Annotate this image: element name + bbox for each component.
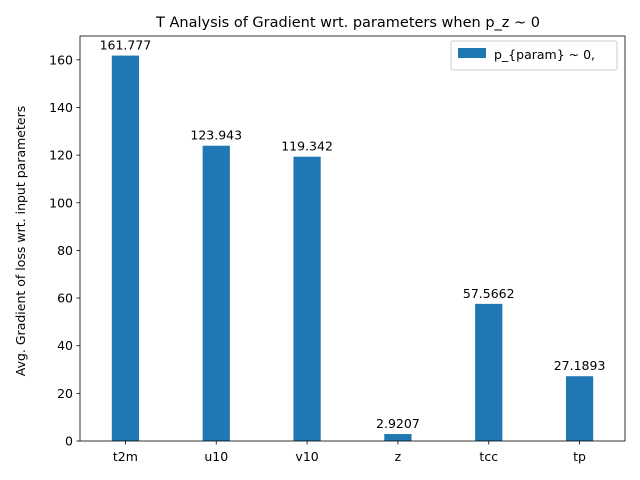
data-label-z: 2.9207: [376, 416, 420, 431]
legend: p_{param} ~ 0,: [450, 40, 618, 71]
bar-tcc: [475, 303, 503, 441]
x-tick-label-v10: v10: [295, 449, 318, 464]
legend-swatch: [458, 48, 486, 58]
x-tick-label-z: z: [395, 449, 402, 464]
y-tick-label: 40: [57, 338, 73, 353]
data-label-tcc: 57.5662: [463, 286, 515, 301]
data-label-v10: 119.342: [281, 139, 333, 154]
data-label-tp: 27.1893: [554, 358, 606, 373]
bar-t2m: [111, 55, 140, 441]
x-tick-label-tcc: tcc: [479, 449, 498, 464]
data-label-t2m: 161.777: [100, 38, 152, 53]
bar-u10: [202, 145, 230, 441]
bar-v10: [293, 156, 321, 441]
x-tick-label-tp: tp: [573, 449, 586, 464]
legend-label: p_{param} ~ 0,: [494, 47, 595, 62]
x-tick-label-u10: u10: [204, 449, 228, 464]
bar-tp: [565, 376, 594, 441]
y-tick-label: 140: [49, 100, 73, 115]
y-tick-label: 160: [49, 52, 73, 67]
y-tick-label: 60: [57, 291, 73, 306]
y-tick-label: 80: [57, 243, 73, 258]
legend-frame: [450, 40, 618, 71]
y-axis-label: Avg. Gradient of loss wrt. input paramet…: [13, 106, 28, 376]
data-label-u10: 123.943: [190, 128, 242, 143]
y-tick-label: 20: [57, 386, 73, 401]
axes-frame: [79, 35, 626, 442]
y-tick-label: 0: [65, 434, 73, 449]
y-tick-label: 120: [49, 148, 73, 163]
y-tick-label: 100: [49, 195, 73, 210]
x-tick-label-t2m: t2m: [113, 449, 138, 464]
bar-z: [384, 434, 412, 441]
plot-area: 0 20 40 60 80 100 120 140 160 t2m u10 v10 z tcc tp 161.…: [49, 35, 626, 464]
chart-title: T Analysis of Gradient wrt. parameters w…: [155, 15, 540, 31]
